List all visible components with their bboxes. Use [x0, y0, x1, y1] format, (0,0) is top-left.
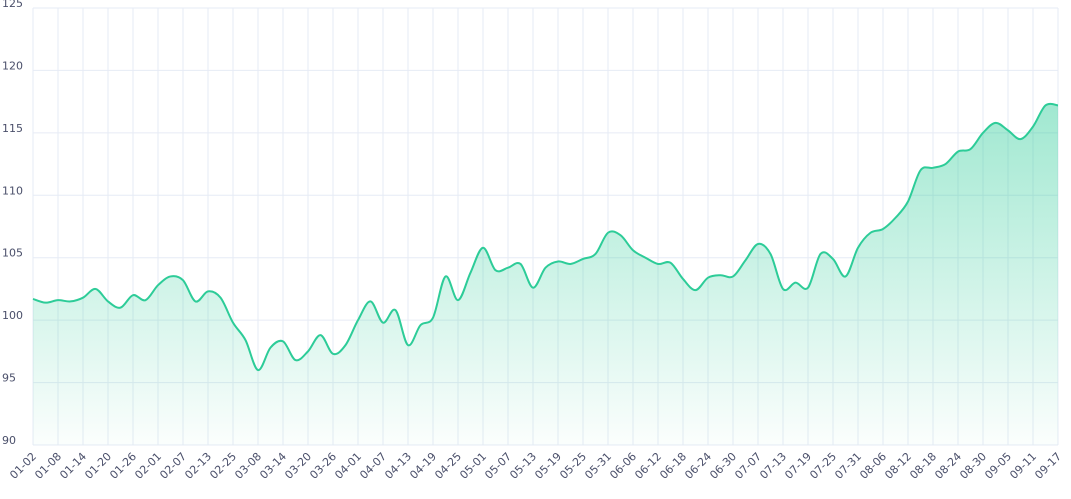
x-tick-label: 01-08 [32, 450, 64, 482]
y-tick-label: 90 [2, 434, 16, 447]
y-tick-label: 110 [2, 184, 23, 197]
x-tick-label: 07-31 [832, 450, 864, 482]
x-tick-label: 04-25 [432, 450, 464, 482]
x-tick-label: 06-12 [632, 450, 664, 482]
x-tick-label: 03-26 [307, 450, 339, 482]
x-tick-label: 08-30 [957, 450, 989, 482]
area [33, 103, 1058, 446]
x-tick-label: 03-08 [232, 450, 264, 482]
x-tick-label: 01-20 [82, 450, 114, 482]
x-tick-label: 02-13 [182, 450, 214, 482]
y-tick-label: 125 [2, 0, 23, 10]
x-tick-label: 07-07 [732, 450, 764, 482]
x-tick-label: 03-20 [282, 450, 314, 482]
x-tick-label: 06-24 [682, 450, 714, 482]
x-tick-label: 09-17 [1032, 450, 1064, 482]
x-tick-label: 06-30 [707, 450, 739, 482]
x-tick-label: 01-02 [7, 450, 39, 482]
x-tick-label: 07-25 [807, 450, 839, 482]
x-tick-label: 05-07 [482, 450, 514, 482]
x-tick-label: 08-24 [932, 450, 964, 482]
x-tick-label: 08-06 [857, 450, 889, 482]
x-tick-label: 03-14 [257, 450, 289, 482]
x-tick-label: 02-07 [157, 450, 189, 482]
y-tick-label: 95 [2, 372, 16, 385]
x-tick-label: 09-05 [982, 450, 1014, 482]
y-tick-label: 115 [2, 122, 23, 135]
x-tick-label: 07-13 [757, 450, 789, 482]
x-tick-label: 05-25 [557, 450, 589, 482]
x-tick-label: 07-19 [782, 450, 814, 482]
x-tick-label: 04-07 [357, 450, 389, 482]
x-tick-label: 08-18 [907, 450, 939, 482]
x-tick-label: 04-01 [332, 450, 364, 482]
x-tick-label: 04-19 [407, 450, 439, 482]
x-tick-label: 06-06 [607, 450, 639, 482]
x-tick-label: 05-31 [582, 450, 614, 482]
y-tick-label: 105 [2, 247, 23, 260]
x-tick-label: 05-01 [457, 450, 489, 482]
x-tick-label: 05-19 [532, 450, 564, 482]
x-tick-label: 06-18 [657, 450, 689, 482]
line [32, 102, 1059, 372]
x-tick-label: 02-25 [207, 450, 239, 482]
x-tick-label: 09-11 [1007, 450, 1039, 482]
y-tick-label: 100 [2, 309, 23, 322]
y-tick-label: 120 [2, 59, 23, 72]
x-tick-label: 01-26 [107, 450, 139, 482]
x-tick-label: 02-01 [132, 450, 164, 482]
x-tick-label: 01-14 [57, 450, 89, 482]
x-tick-label: 08-12 [882, 450, 914, 482]
x-tick-label: 04-13 [382, 450, 414, 482]
x-tick-label: 05-13 [507, 450, 539, 482]
